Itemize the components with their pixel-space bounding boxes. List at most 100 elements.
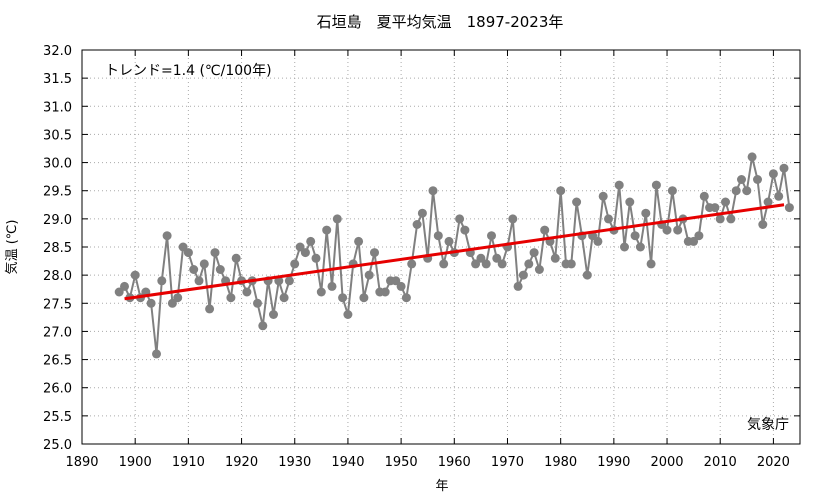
data-point [784,203,794,213]
trend-annotation: トレンド=1.4 (℃/100年) [105,63,272,79]
data-point [444,236,454,246]
data-point [604,214,613,224]
series [114,152,794,359]
data-point [758,220,768,229]
data-point [476,253,486,263]
data-point [269,310,278,319]
data-point [518,270,528,280]
data-point [747,152,757,162]
data-point [550,253,560,263]
data-point [338,293,348,303]
x-tick-label: 2020 [757,455,790,470]
data-point [529,248,539,258]
data-point [146,298,156,308]
data-point [295,242,305,252]
data-point [673,225,683,235]
data-point [199,259,209,269]
grid [82,50,800,444]
data-point [620,242,629,252]
data-point [152,349,161,359]
data-point [582,270,592,280]
y-tick-label: 30.5 [43,128,72,143]
x-tick-label: 2010 [704,455,737,470]
x-tick-label: 1980 [544,455,577,470]
data-point [763,197,773,207]
data-point [487,231,496,241]
data-point [614,180,624,190]
data-point [407,259,417,269]
data-point [753,175,762,184]
x-tick-label: 1990 [597,455,630,470]
data-point [630,231,640,241]
data-point [471,259,481,269]
data-point [742,186,752,196]
data-point [332,214,342,224]
x-tick-label: 1960 [438,455,471,470]
data-point [396,281,406,291]
plot-frame [81,49,801,445]
y-tick-label: 31.0 [43,100,72,115]
y-tick-label: 25.5 [43,410,72,425]
data-point [497,259,507,269]
data-point [343,310,353,319]
data-point [731,186,741,196]
data-point [689,236,699,246]
data-point [572,197,582,207]
data-point [412,220,422,229]
data-point [290,259,300,269]
data-point [662,225,672,235]
data-point [354,236,364,246]
data-point [279,293,289,303]
data-point [316,287,326,297]
data-point [534,265,544,274]
data-point [194,276,204,286]
trend [124,203,785,301]
data-point [215,265,225,274]
x-tick-label: 1910 [172,455,205,470]
data-point [359,293,369,303]
data-point [710,203,720,213]
data-point [306,236,316,246]
y-tick-label: 28.0 [43,269,72,284]
data-point [455,214,465,224]
data-point [114,287,124,297]
y-tick-label: 27.5 [43,297,72,312]
data-point [258,321,268,331]
x-tick-label: 2000 [650,455,683,470]
data-point [284,276,294,286]
data-point [460,225,470,235]
data-point [183,248,193,258]
data-point [524,259,534,269]
y-tick-label: 27.0 [43,325,72,340]
data-point [768,169,778,179]
data-point [598,191,608,201]
data-point [774,191,784,201]
data-point [157,276,167,286]
y-tick-label: 28.5 [43,241,72,256]
data-point [726,214,736,224]
data-point [417,208,427,218]
data-point [253,298,262,308]
data-point [433,231,443,241]
chart-title: 石垣島 夏平均気温 1897-2023年 [317,13,564,31]
data-point [715,214,725,224]
data-point [699,191,709,201]
data-point [508,214,518,224]
y-tick-label: 26.5 [43,354,72,369]
data-point [428,186,438,196]
data-point [231,253,241,263]
data-point [401,293,411,303]
data-point [667,186,677,196]
data-point [694,231,704,241]
data-point [625,197,635,207]
x-tick-label: 1920 [225,455,258,470]
y-tick-label: 32.0 [43,44,72,59]
data-point [492,253,502,263]
data-point [593,236,603,246]
data-point [162,231,172,241]
data-point [120,281,129,291]
data-point [380,287,390,297]
axis-ticks: 25.0 25.5 26.0 26.5 27.0 27.5 28.0 28.5 29.0 29.5… [43,44,800,470]
